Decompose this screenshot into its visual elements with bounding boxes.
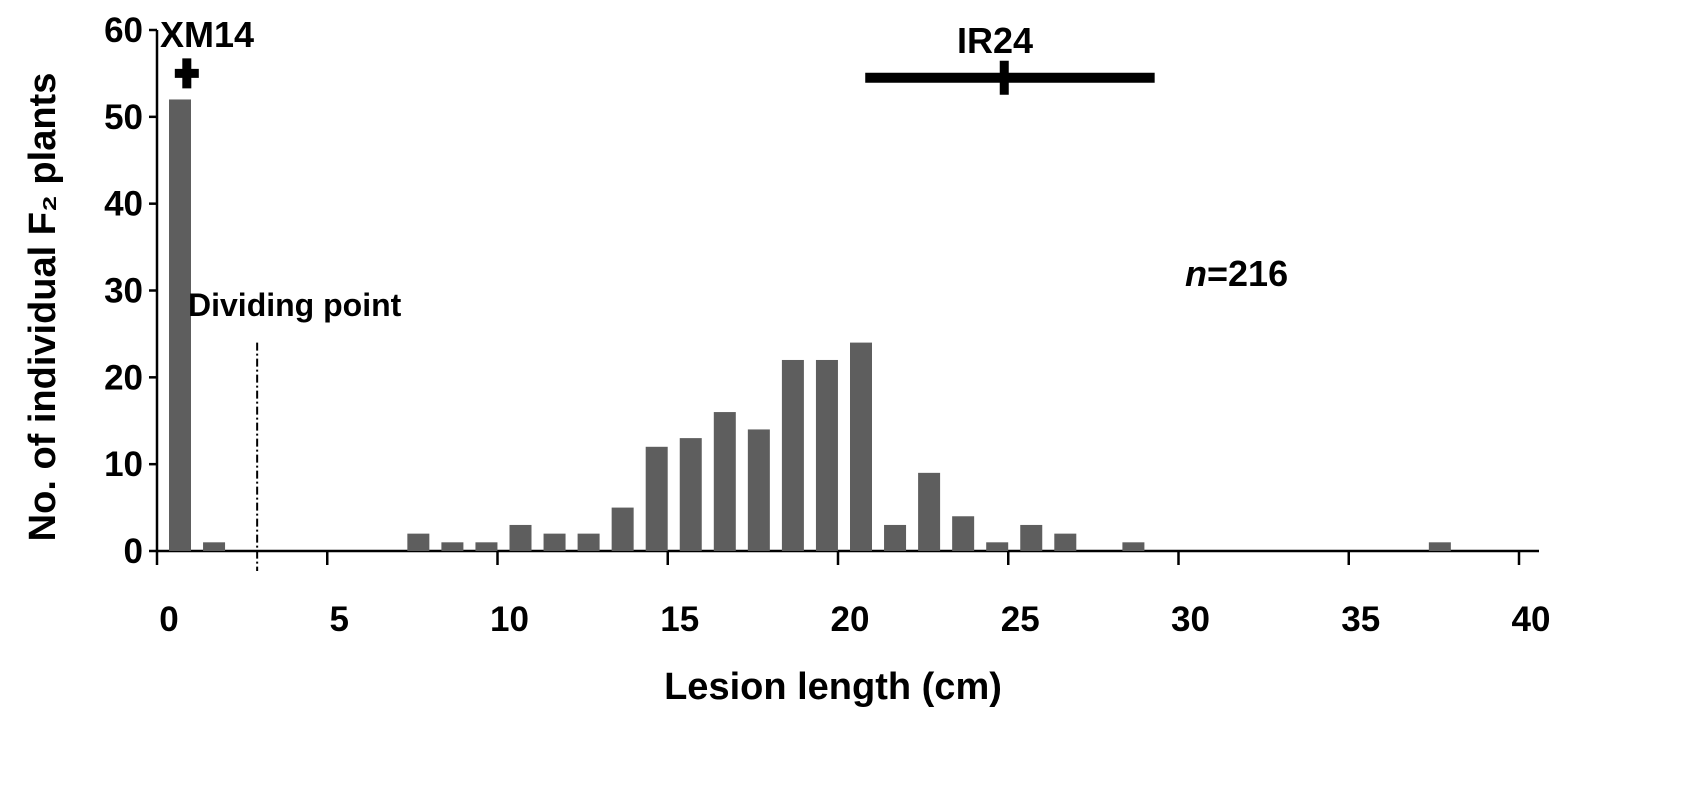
sample-size-label: n=216 (1185, 253, 1288, 294)
bar (611, 507, 634, 551)
bar (203, 542, 226, 551)
x-tick-label: 5 (330, 600, 349, 639)
y-tick-label: 30 (104, 272, 143, 311)
parent-markers (174, 58, 1155, 95)
x-tick-label: 20 (831, 600, 870, 639)
y-axis: 0 10 20 30 40 50 60 (104, 11, 159, 571)
y-tick-label: 20 (104, 358, 143, 397)
bar (543, 533, 566, 551)
bar (952, 516, 975, 551)
x-tick-label: 40 (1512, 600, 1551, 639)
bar (918, 472, 941, 551)
bar (645, 446, 668, 551)
y-axis-title: No. of individual F₂ plants (22, 73, 64, 542)
dividing-point-label: Dividing point (188, 287, 402, 323)
y-tick-label: 10 (104, 445, 143, 484)
x-tick-label: 25 (1001, 600, 1040, 639)
bar (1122, 542, 1145, 551)
bar (1054, 533, 1077, 551)
bar (1428, 542, 1451, 551)
x-tick-label: 0 (159, 600, 178, 639)
x-tick-label: 10 (490, 600, 529, 639)
sample-size-value: =216 (1207, 253, 1288, 294)
x-tick-label: 30 (1171, 600, 1210, 639)
bar (986, 542, 1009, 551)
x-axis-title: Lesion length (cm) (664, 666, 1002, 708)
x-axis: 0 5 10 15 20 25 30 35 40 (155, 549, 1551, 639)
xm14-label: XM14 (160, 14, 254, 55)
x-tick-label: 15 (660, 600, 699, 639)
y-tick-label: 40 (104, 185, 143, 224)
bar (577, 533, 600, 551)
bar (679, 438, 702, 551)
bar (850, 342, 872, 551)
y-tick-label: 60 (104, 11, 143, 50)
bar (1020, 524, 1043, 551)
y-tick-label: 0 (124, 532, 143, 571)
bar (713, 412, 736, 551)
bar (441, 542, 464, 551)
ir24-label: IR24 (957, 20, 1033, 61)
sample-size-n: n (1185, 253, 1207, 294)
bar (407, 533, 430, 551)
x-tick-label: 35 (1341, 600, 1380, 639)
bar (747, 429, 770, 551)
y-tick-label: 50 (104, 98, 143, 137)
bar (509, 524, 532, 551)
bar (815, 359, 838, 551)
bar (884, 524, 907, 551)
bar (475, 542, 498, 551)
bars (169, 99, 1451, 551)
bar (781, 359, 804, 551)
bar (169, 99, 191, 551)
